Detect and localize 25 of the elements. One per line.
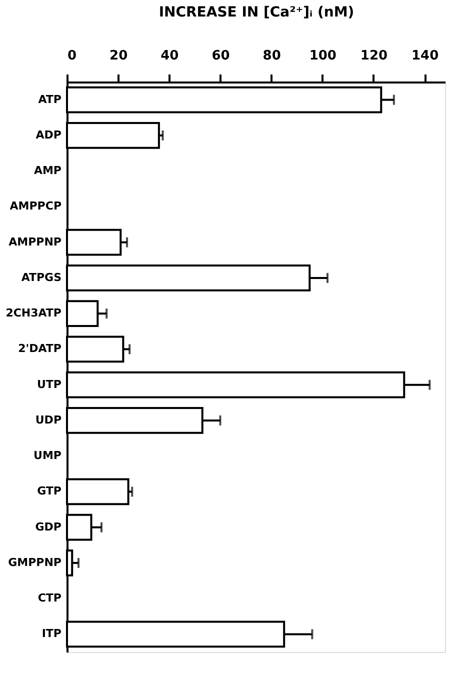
y-tick-label: UTP: [37, 378, 62, 391]
y-tick-label: UMP: [34, 449, 62, 462]
x-axis-title: INCREASE IN [Ca²⁺]ᵢ (nM): [158, 4, 354, 20]
x-tick-label: 140: [411, 48, 439, 64]
x-tick-label: 120: [360, 48, 388, 64]
x-tick-label: 40: [160, 48, 179, 64]
x-tick-label: 0: [68, 48, 77, 64]
y-tick-label: 2CH3ATP: [6, 306, 62, 320]
x-tick-label: 20: [110, 48, 128, 64]
y-tick-label: 2'DATP: [18, 342, 62, 356]
y-tick-label: UDP: [35, 413, 62, 426]
y-tick-label: AMPPNP: [8, 235, 62, 248]
y-tick-label: GDP: [35, 520, 62, 534]
y-tick-label: AMPPCP: [10, 200, 62, 213]
y-tick-label: AMP: [34, 164, 62, 178]
y-tick-label: GMPPNP: [8, 556, 62, 569]
x-tick-label: 60: [212, 48, 230, 64]
y-tick-label: ATPGS: [21, 270, 62, 284]
x-tick-label: 80: [262, 48, 281, 64]
y-tick-label: CTP: [38, 592, 62, 605]
y-tick-label: ATP: [38, 92, 62, 106]
y-tick-label: GTP: [37, 484, 62, 498]
y-tick-label: ITP: [42, 627, 62, 640]
y-tick-label: ADP: [36, 128, 62, 142]
x-tick-label: 100: [309, 48, 336, 64]
